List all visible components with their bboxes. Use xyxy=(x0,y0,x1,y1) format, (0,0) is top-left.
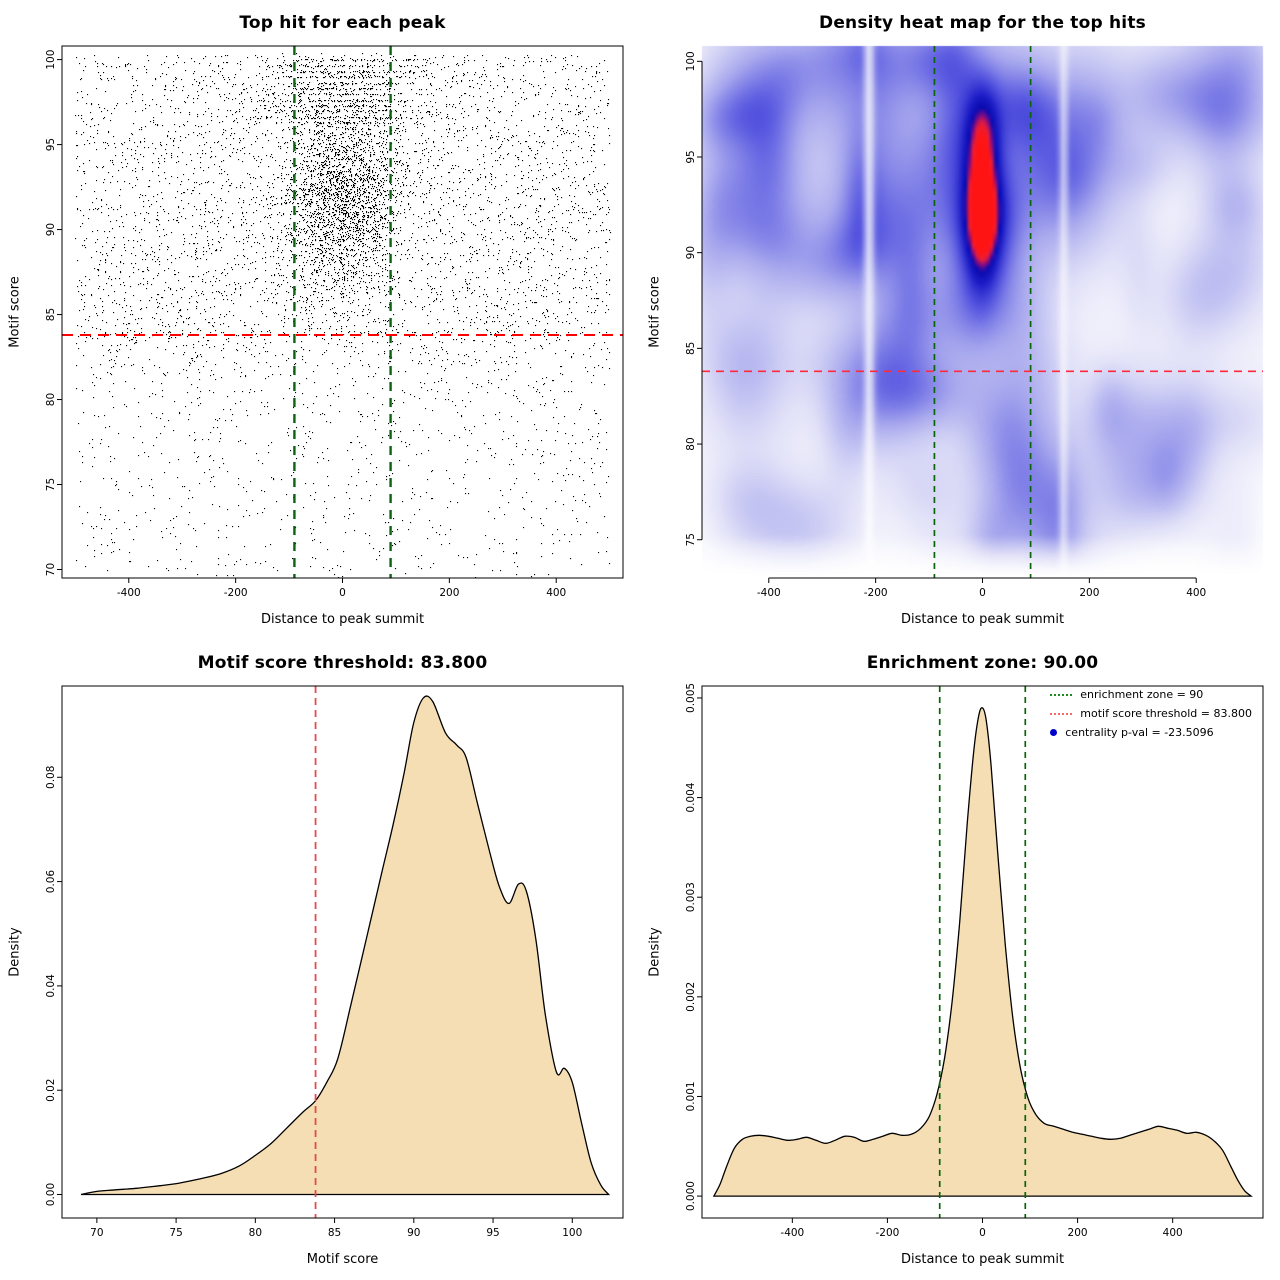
svg-text:0.000: 0.000 xyxy=(685,1181,697,1211)
panel-heatmap: -400 -200 0 200 400 75 80 85 90 95 100 Density hea… xyxy=(640,0,1280,640)
svg-text:75: 75 xyxy=(685,533,697,546)
panel-title: Density heat map for the top hits xyxy=(819,13,1146,33)
svg-text:200: 200 xyxy=(1079,587,1099,599)
score-density-plot: 70 75 80 85 90 95 100 0.00 0.02 0.04 0.06 0.08 xyxy=(45,685,624,1239)
density-area xyxy=(712,707,1253,1197)
svg-text:0: 0 xyxy=(339,587,346,599)
panel-distance-density: -400 -200 0 200 400 0.000 0.001 0.002 0.003 0.004… xyxy=(640,640,1280,1280)
distance-density-plot: -400 -200 0 200 400 0.000 0.001 0.002 0.003 0.004… xyxy=(685,683,1264,1239)
scatter-points xyxy=(75,53,612,579)
plot-box xyxy=(701,685,1264,1219)
svg-text:80: 80 xyxy=(45,393,57,406)
svg-text:0.002: 0.002 xyxy=(685,982,697,1012)
heatmap-canvas xyxy=(640,0,1280,640)
svg-text:400: 400 xyxy=(546,587,566,599)
svg-text:0.004: 0.004 xyxy=(685,782,697,812)
panel-title: Enrichment zone: 90.00 xyxy=(866,653,1099,673)
svg-text:-400: -400 xyxy=(780,1227,804,1239)
svg-text:100: 100 xyxy=(685,51,697,71)
legend-label: enrichment zone = 90 xyxy=(1080,688,1204,701)
svg-text:0.06: 0.06 xyxy=(45,870,57,894)
svg-text:85: 85 xyxy=(45,308,57,321)
svg-text:200: 200 xyxy=(1068,1227,1088,1239)
axes: -400 -200 0 200 400 70 75 80 85 90 95 100 xyxy=(45,45,624,599)
svg-text:-400: -400 xyxy=(757,587,781,599)
svg-text:85: 85 xyxy=(685,342,697,355)
panel-scatter: -400 -200 0 200 400 70 75 80 85 90 95 100 Top hit f… xyxy=(0,0,640,640)
svg-text:400: 400 xyxy=(1163,1227,1183,1239)
x-axis-label: Distance to peak summit xyxy=(900,612,1065,627)
svg-text:0: 0 xyxy=(979,587,986,599)
svg-text:80: 80 xyxy=(685,437,697,450)
axes: -400 -200 0 200 400 75 80 85 90 95 100 xyxy=(685,51,1206,599)
svg-text:200: 200 xyxy=(439,587,459,599)
svg-text:0.003: 0.003 xyxy=(685,882,697,912)
svg-text:75: 75 xyxy=(169,1227,182,1239)
point-swatch xyxy=(1050,729,1058,736)
svg-text:-200: -200 xyxy=(224,587,248,599)
svg-text:0.08: 0.08 xyxy=(45,766,57,789)
x-axis-label: Motif score xyxy=(306,1252,379,1267)
plot-box xyxy=(61,685,624,1219)
svg-text:0.005: 0.005 xyxy=(685,683,697,713)
scatter-plot: -400 -200 0 200 400 70 75 80 85 90 95 100 xyxy=(45,45,624,599)
legend-item-centrality-pval: centrality p-val = -23.5096 xyxy=(1050,726,1252,739)
svg-text:90: 90 xyxy=(407,1227,420,1239)
y-axis-label: Density xyxy=(647,927,663,977)
svg-text:0: 0 xyxy=(979,1227,986,1239)
y-axis-label: Motif score xyxy=(7,276,23,348)
svg-text:95: 95 xyxy=(685,150,697,163)
svg-text:90: 90 xyxy=(45,223,57,236)
plot-box xyxy=(61,45,624,579)
svg-text:85: 85 xyxy=(328,1227,341,1239)
svg-text:-200: -200 xyxy=(864,587,888,599)
panel-title: Motif score threshold: 83.800 xyxy=(197,653,488,673)
axes: 70 75 80 85 90 95 100 0.00 0.02 0.04 0.06 0.08 xyxy=(45,685,624,1239)
svg-text:100: 100 xyxy=(45,50,57,70)
svg-text:70: 70 xyxy=(45,563,57,576)
panel-score-density: 70 75 80 85 90 95 100 0.00 0.02 0.04 0.06 0.08 Moti… xyxy=(0,640,640,1280)
legend-label: centrality p-val = -23.5096 xyxy=(1065,726,1214,739)
y-axis-label: Density xyxy=(7,927,23,977)
legend-item-score-threshold: motif score threshold = 83.800 xyxy=(1050,707,1252,720)
density-area xyxy=(80,695,611,1196)
legend-label: motif score threshold = 83.800 xyxy=(1080,707,1252,720)
dotted-line-swatch xyxy=(1050,712,1073,715)
dotted-line-swatch xyxy=(1050,693,1073,696)
svg-text:75: 75 xyxy=(45,478,57,491)
heatmap-plot: -400 -200 0 200 400 75 80 85 90 95 100 xyxy=(685,46,1263,599)
x-axis-label: Distance to peak summit xyxy=(900,1252,1065,1267)
svg-text:-400: -400 xyxy=(117,587,141,599)
svg-text:95: 95 xyxy=(486,1227,499,1239)
svg-text:0.02: 0.02 xyxy=(45,1079,57,1102)
svg-text:70: 70 xyxy=(90,1227,103,1239)
svg-text:0.04: 0.04 xyxy=(45,974,57,998)
svg-text:95: 95 xyxy=(45,138,57,151)
svg-text:80: 80 xyxy=(249,1227,262,1239)
legend: enrichment zone = 90 motif score thresho… xyxy=(1050,688,1252,739)
x-axis-label: Distance to peak summit xyxy=(260,612,425,627)
y-axis-label: Motif score xyxy=(647,276,663,348)
svg-text:0.001: 0.001 xyxy=(685,1081,697,1111)
svg-text:400: 400 xyxy=(1186,587,1206,599)
legend-item-enrichment-zone: enrichment zone = 90 xyxy=(1050,688,1252,701)
axes: -400 -200 0 200 400 0.000 0.001 0.002 0.003 0.004… xyxy=(685,683,1264,1239)
panel-title: Top hit for each peak xyxy=(239,13,446,33)
svg-text:90: 90 xyxy=(685,246,697,259)
svg-text:-200: -200 xyxy=(875,1227,899,1239)
svg-text:0.00: 0.00 xyxy=(45,1183,57,1206)
svg-text:100: 100 xyxy=(562,1227,582,1239)
